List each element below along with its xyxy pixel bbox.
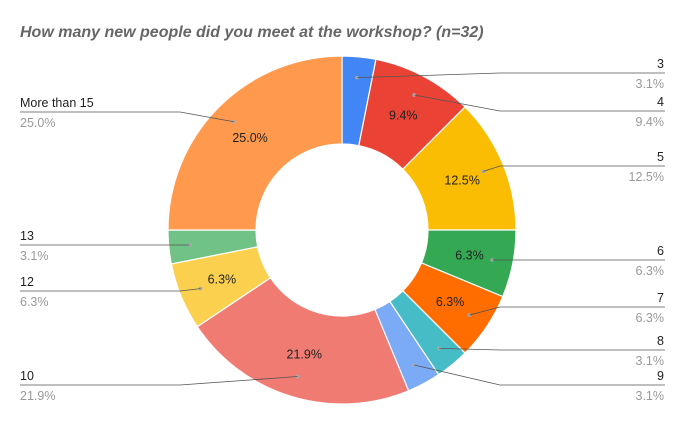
callout-line-3 [356, 72, 665, 79]
inner-label-5: 12.5% [444, 173, 479, 187]
callout-percent-6: 6.3% [636, 264, 665, 278]
inner-label-4: 9.4% [389, 108, 418, 122]
callout-percent-12: 6.3% [20, 295, 49, 309]
callout-dot-10 [295, 374, 300, 379]
callout-label-13: 13 [20, 229, 34, 243]
inner-label-10: 21.9% [287, 347, 322, 361]
callout-labels: 33.1%49.4%512.5%66.3%76.3%83.1%93.1%1021… [20, 57, 665, 403]
slice-more-than-15 [167, 55, 343, 231]
callout-percent-8: 3.1% [636, 354, 665, 368]
callout-line-8 [439, 347, 665, 351]
chart-title: How many new people did you meet at the … [20, 24, 484, 41]
inner-label-6: 6.3% [455, 248, 484, 262]
inner-label-12: 6.3% [208, 273, 237, 287]
callout-percent-10: 21.9% [20, 389, 55, 403]
callout-line-more-than-15 [20, 111, 234, 123]
callout-label-7: 7 [657, 291, 664, 305]
callout-label-12: 12 [20, 275, 34, 289]
callout-line-10 [20, 376, 298, 386]
callout-percent-more-than-15: 25.0% [20, 116, 55, 130]
inner-labels: 9.4% 12.5% 6.3% 6.3% 21.9% 6.3% 25.0% [208, 108, 484, 361]
callout-label-4: 4 [657, 95, 664, 109]
callout-line-9 [414, 364, 665, 386]
callout-line-12 [20, 288, 201, 292]
callout-percent-4: 9.4% [636, 115, 665, 129]
callout-label-10: 10 [20, 369, 34, 383]
inner-label-more-than-15: 25.0% [232, 131, 267, 145]
callout-label-3: 3 [657, 57, 664, 71]
callout-label-8: 8 [657, 334, 664, 348]
callout-percent-9: 3.1% [636, 389, 665, 403]
callout-label-6: 6 [657, 244, 664, 258]
callout-line-5 [483, 165, 665, 172]
callout-line-7 [469, 306, 665, 316]
inner-label-7: 6.3% [436, 295, 465, 309]
callout-line-4 [414, 94, 665, 112]
callout-percent-3: 3.1% [636, 77, 665, 91]
callout-label-5: 5 [657, 150, 664, 164]
callout-label-more-than-15: More than 15 [20, 96, 94, 110]
callout-percent-5: 12.5% [629, 170, 664, 184]
callout-percent-7: 6.3% [636, 311, 665, 325]
callout-label-9: 9 [657, 369, 664, 383]
slice-10 [196, 276, 410, 405]
donut-slices [167, 55, 517, 405]
callout-percent-13: 3.1% [20, 249, 49, 263]
